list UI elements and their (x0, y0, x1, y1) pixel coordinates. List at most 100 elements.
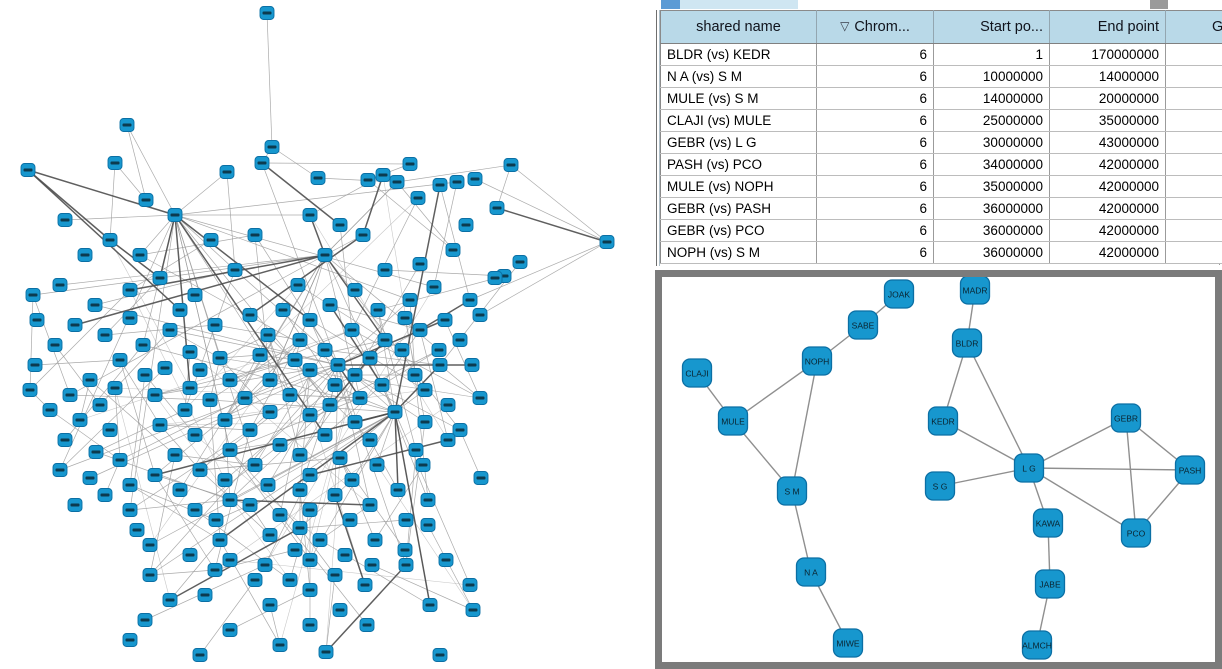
network-node[interactable] (370, 303, 386, 317)
network-node[interactable] (122, 633, 138, 647)
network-node[interactable] (362, 433, 378, 447)
network-node[interactable] (317, 428, 333, 442)
network-node[interactable] (512, 255, 528, 269)
network-node[interactable] (132, 248, 148, 262)
network-node[interactable] (452, 333, 468, 347)
network-node[interactable] (122, 478, 138, 492)
network-node-s-g[interactable]: S G (924, 471, 956, 501)
network-node[interactable] (25, 288, 41, 302)
network-node[interactable] (192, 648, 208, 662)
table-row[interactable]: GEBR (vs) PCO636000000420000008.4 (660, 219, 1222, 242)
network-node[interactable] (262, 598, 278, 612)
main-network-panel[interactable] (0, 0, 655, 669)
network-node[interactable] (252, 348, 268, 362)
network-node[interactable] (162, 323, 178, 337)
network-node[interactable] (398, 558, 414, 572)
network-node[interactable] (172, 303, 188, 317)
network-node[interactable] (432, 178, 448, 192)
network-node[interactable] (275, 303, 291, 317)
network-node[interactable] (347, 283, 363, 297)
network-node[interactable] (330, 358, 346, 372)
network-node[interactable] (142, 538, 158, 552)
network-node[interactable] (302, 618, 318, 632)
network-node-mule[interactable]: MULE (717, 406, 749, 436)
network-node[interactable] (489, 201, 505, 215)
network-node[interactable] (182, 345, 198, 359)
network-node[interactable] (167, 448, 183, 462)
network-node[interactable] (287, 543, 303, 557)
network-node[interactable] (82, 373, 98, 387)
network-node[interactable] (302, 503, 318, 517)
network-node[interactable] (27, 358, 43, 372)
network-node[interactable] (107, 156, 123, 170)
network-node[interactable] (302, 363, 318, 377)
network-node[interactable] (262, 373, 278, 387)
network-node[interactable] (107, 381, 123, 395)
network-node[interactable] (327, 488, 343, 502)
table-row[interactable]: BLDR (vs) KEDR61170000000192.0 (660, 43, 1222, 66)
network-node[interactable] (347, 415, 363, 429)
network-node[interactable] (332, 451, 348, 465)
subnetwork-panel[interactable]: JOAK MADR SABE BLDR NOPH CLAJI GEBR MULE KEDR L G… (655, 270, 1222, 669)
network-node[interactable] (272, 508, 288, 522)
network-node[interactable] (440, 433, 456, 447)
network-node[interactable] (402, 157, 418, 171)
network-node[interactable] (102, 423, 118, 437)
network-node[interactable] (282, 388, 298, 402)
network-node[interactable] (122, 503, 138, 517)
network-node[interactable] (152, 418, 168, 432)
network-node[interactable] (462, 293, 478, 307)
network-node[interactable] (438, 553, 454, 567)
network-node[interactable] (359, 618, 375, 632)
column-header-end-point[interactable]: End point (1049, 10, 1166, 44)
network-node[interactable] (464, 358, 480, 372)
network-node[interactable] (242, 308, 258, 322)
table-row[interactable]: NOPH (vs) S M636000000420000009.9 (660, 241, 1222, 264)
table-row[interactable]: GEBR (vs) L G6300000004300000016.9 (660, 131, 1222, 154)
network-node[interactable] (337, 548, 353, 562)
network-node[interactable] (322, 398, 338, 412)
network-node[interactable] (242, 423, 258, 437)
network-node[interactable] (287, 353, 303, 367)
network-node[interactable] (408, 443, 424, 457)
network-node[interactable] (222, 553, 238, 567)
network-node[interactable] (390, 483, 406, 497)
network-node[interactable] (137, 613, 153, 627)
network-node[interactable] (212, 533, 228, 547)
network-node[interactable] (317, 248, 333, 262)
hscroll-button[interactable] (661, 0, 680, 9)
network-node[interactable] (29, 313, 45, 327)
network-node[interactable] (167, 208, 183, 222)
network-node[interactable] (192, 463, 208, 477)
network-node-madr[interactable]: MADR (959, 277, 991, 305)
network-node[interactable] (52, 278, 68, 292)
network-node[interactable] (402, 293, 418, 307)
network-node[interactable] (272, 438, 288, 452)
network-node[interactable] (292, 521, 308, 535)
network-node[interactable] (142, 568, 158, 582)
network-node-jabe[interactable]: JABE (1034, 569, 1066, 599)
network-node[interactable] (257, 558, 273, 572)
network-node[interactable] (462, 578, 478, 592)
network-node[interactable] (352, 391, 368, 405)
network-node-pco[interactable]: PCO (1120, 518, 1152, 548)
network-node[interactable] (272, 638, 288, 652)
network-node[interactable] (42, 403, 58, 417)
network-node[interactable] (187, 503, 203, 517)
network-node[interactable] (473, 471, 489, 485)
network-node[interactable] (387, 405, 403, 419)
network-node[interactable] (332, 603, 348, 617)
network-node[interactable] (458, 218, 474, 232)
network-node[interactable] (467, 172, 483, 186)
network-node-claji[interactable]: CLAJI (681, 358, 713, 388)
network-node-joak[interactable]: JOAK (883, 279, 915, 309)
network-node[interactable] (344, 473, 360, 487)
network-node[interactable] (292, 448, 308, 462)
network-node[interactable] (197, 588, 213, 602)
network-node[interactable] (432, 358, 448, 372)
network-node[interactable] (237, 391, 253, 405)
network-node[interactable] (157, 361, 173, 375)
network-node[interactable] (437, 313, 453, 327)
network-node[interactable] (389, 175, 405, 189)
network-node[interactable] (394, 343, 410, 357)
